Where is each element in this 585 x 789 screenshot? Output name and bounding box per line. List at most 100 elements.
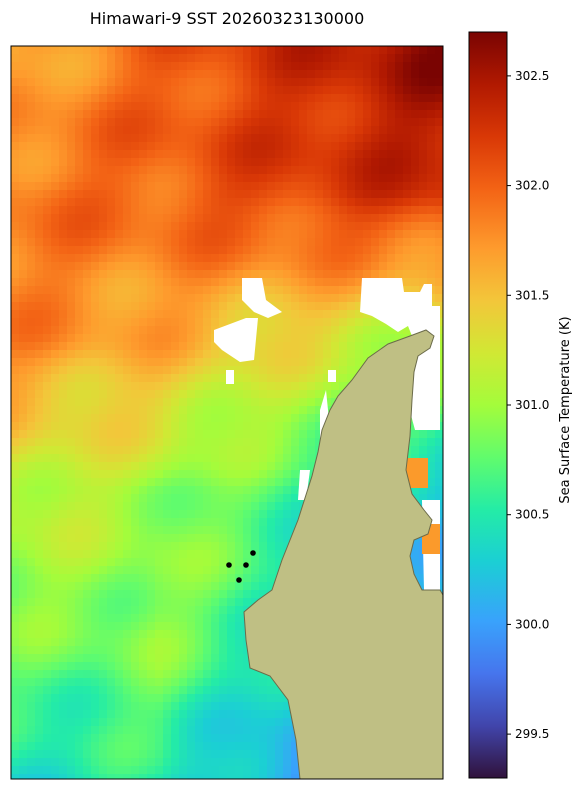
heatmap-cell <box>75 598 84 607</box>
heatmap-cell <box>427 462 436 471</box>
heatmap-cell <box>267 470 276 479</box>
heatmap-cell <box>99 310 108 319</box>
heatmap-cell <box>11 478 20 487</box>
heatmap-cell <box>67 390 76 399</box>
heatmap-cell <box>419 246 428 255</box>
heatmap-cell <box>419 494 428 503</box>
heatmap-cell <box>131 742 140 751</box>
heatmap-cell <box>67 622 76 631</box>
heatmap-cell <box>211 150 220 159</box>
heatmap-cell <box>307 190 316 199</box>
heatmap-cell <box>83 478 92 487</box>
heatmap-cell <box>43 142 52 151</box>
heatmap-cell <box>195 518 204 527</box>
heatmap-cell <box>59 126 68 135</box>
heatmap-cell <box>163 766 172 775</box>
heatmap-cell <box>219 398 228 407</box>
heatmap-cell <box>307 230 316 239</box>
heatmap-cell <box>427 166 436 175</box>
heatmap-cell <box>363 246 372 255</box>
heatmap-cell <box>179 78 188 87</box>
heatmap-cell <box>275 230 284 239</box>
heatmap-cell <box>75 62 84 71</box>
heatmap-cell <box>19 398 28 407</box>
heatmap-cell <box>67 446 76 455</box>
heatmap-cell <box>75 214 84 223</box>
heatmap-cell <box>179 702 188 711</box>
heatmap-cell <box>35 126 44 135</box>
heatmap-cell <box>347 302 356 311</box>
heatmap-cell <box>139 430 148 439</box>
heatmap-cell <box>155 342 164 351</box>
heatmap-cell <box>395 190 404 199</box>
heatmap-cell <box>131 734 140 743</box>
heatmap-cell <box>147 262 156 271</box>
heatmap-cell <box>187 190 196 199</box>
heatmap-cell <box>347 286 356 295</box>
heatmap-cell <box>91 558 100 567</box>
heatmap-cell <box>419 278 428 287</box>
heatmap-cell <box>235 86 244 95</box>
heatmap-cell <box>91 110 100 119</box>
heatmap-cell <box>403 54 412 63</box>
heatmap-cell <box>99 358 108 367</box>
heatmap-cell <box>27 582 36 591</box>
heatmap-cell <box>155 102 164 111</box>
heatmap-cell <box>99 574 108 583</box>
heatmap-cell <box>171 526 180 535</box>
heatmap-cell <box>91 150 100 159</box>
heatmap-cell <box>11 614 20 623</box>
heatmap-cell <box>75 678 84 687</box>
heatmap-cell <box>315 214 324 223</box>
heatmap-cell <box>115 710 124 719</box>
heatmap-cell <box>11 526 20 535</box>
heatmap-cell <box>323 54 332 63</box>
heatmap-cell <box>387 182 396 191</box>
heatmap-cell <box>27 374 36 383</box>
heatmap-cell <box>307 166 316 175</box>
heatmap-cell <box>203 542 212 551</box>
heatmap-cell <box>323 134 332 143</box>
heatmap-cell <box>219 54 228 63</box>
heatmap-cell <box>67 222 76 231</box>
heatmap-cell <box>51 462 60 471</box>
heatmap-cell <box>315 334 324 343</box>
heatmap-cell <box>331 262 340 271</box>
heatmap-cell <box>347 150 356 159</box>
heatmap-cell <box>379 342 388 351</box>
heatmap-cell <box>27 286 36 295</box>
heatmap-cell <box>139 590 148 599</box>
heatmap-cell <box>67 254 76 263</box>
heatmap-cell <box>163 150 172 159</box>
heatmap-cell <box>67 494 76 503</box>
heatmap-cell <box>347 230 356 239</box>
heatmap-cell <box>347 326 356 335</box>
heatmap-cell <box>427 78 436 87</box>
heatmap-cell <box>139 606 148 615</box>
heatmap-cell <box>19 254 28 263</box>
heatmap-cell <box>43 758 52 767</box>
heatmap-cell <box>59 174 68 183</box>
heatmap-cell <box>419 70 428 79</box>
heatmap-cell <box>299 318 308 327</box>
heatmap-cell <box>403 118 412 127</box>
heatmap-cell <box>315 94 324 103</box>
heatmap-cell <box>371 126 380 135</box>
heatmap-cell <box>283 414 292 423</box>
heatmap-cell <box>211 742 220 751</box>
heatmap-cell <box>235 390 244 399</box>
heatmap-cell <box>35 702 44 711</box>
heatmap-cell <box>107 542 116 551</box>
heatmap-cell <box>43 294 52 303</box>
heatmap-cell <box>259 726 268 735</box>
heatmap-cell <box>331 46 340 55</box>
heatmap-cell <box>115 654 124 663</box>
heatmap-cell <box>203 718 212 727</box>
heatmap-cell <box>355 78 364 87</box>
heatmap-cell <box>43 478 52 487</box>
heatmap-cell <box>115 534 124 543</box>
heatmap-cell <box>99 582 108 591</box>
heatmap-cell <box>67 78 76 87</box>
heatmap-cell <box>83 334 92 343</box>
